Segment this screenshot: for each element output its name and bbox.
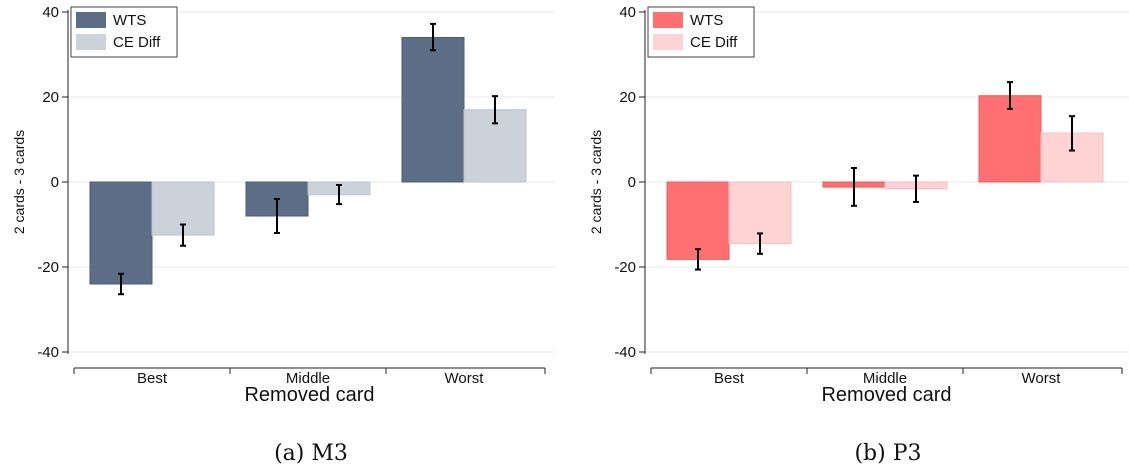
bar-wts [666, 181, 730, 260]
y-tick-label: -40 [37, 344, 59, 361]
y-tick-label: 0 [51, 174, 59, 191]
y-tick-label: 40 [42, 4, 59, 21]
bar-wts [978, 95, 1042, 183]
bar-wts [89, 181, 153, 285]
y-tick-label: 20 [619, 89, 636, 106]
x-tick-label: Middle [863, 370, 907, 387]
x-tick-label: Best [137, 370, 168, 387]
bar-wts [401, 37, 465, 183]
y-tick-label: -20 [37, 259, 59, 276]
legend-label: CE Diff [690, 34, 738, 51]
legend-swatch [76, 12, 106, 28]
y-axis-label: 2 cards - 3 cards [588, 130, 604, 234]
legend-swatch [653, 12, 683, 28]
figure-caption: (a) M3 [274, 441, 348, 466]
legend-label: WTS [113, 12, 146, 29]
y-tick-label: 20 [42, 89, 59, 106]
figure-caption: (b) P3 [854, 441, 921, 466]
x-tick-label: Worst [445, 370, 485, 387]
x-axis-label: Removed card [821, 384, 951, 406]
legend-label: WTS [690, 12, 723, 29]
legend-swatch [76, 34, 106, 50]
y-tick-label: -20 [614, 259, 636, 276]
y-tick-label: 0 [628, 174, 636, 191]
x-tick-label: Middle [286, 370, 330, 387]
chart-panel-1: -40 -20 0 20 40 2 cards - 3 cards Best Middle Wo… [11, 4, 555, 466]
legend-label: CE Diff [113, 34, 161, 51]
y-tick-label: 40 [619, 4, 636, 21]
chart-panel-2: -40 -20 0 20 40 2 cards - 3 cards Best Middle Wo… [588, 4, 1129, 466]
y-tick-label: -40 [614, 344, 636, 361]
x-tick-label: Best [714, 370, 745, 387]
y-axis-label: 2 cards - 3 cards [11, 130, 27, 234]
legend-swatch [653, 34, 683, 50]
x-axis-label: Removed card [244, 384, 374, 406]
x-tick-label: Worst [1022, 370, 1062, 387]
